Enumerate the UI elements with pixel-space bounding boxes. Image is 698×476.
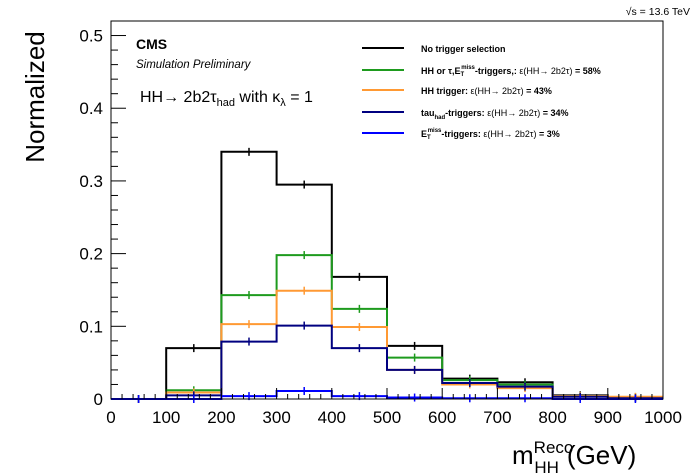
- energy-label: √s = 13.6 TeV: [626, 6, 690, 18]
- legend-text-hh-trigger: HH trigger: ε(HH→ 2b2τ) = 43%: [421, 86, 552, 96]
- x-axis-title: mReco HH (GeV): [512, 438, 636, 476]
- x-tick-label-10: 1000: [644, 408, 682, 427]
- x-tick-label-4: 400: [318, 408, 346, 427]
- y-axis-title: Normalized: [20, 31, 50, 163]
- y-tick-label-1: 0.1: [79, 317, 103, 336]
- x-tick-label-5: 500: [373, 408, 401, 427]
- x-tick-label-8: 800: [538, 408, 566, 427]
- ticks-layer: 0 100 200 300 400 500 600 700 800 900 1000 0 0.1 0.2 0…: [79, 20, 682, 427]
- legend-text-tau-had: tauhad-triggers: ε(HH→ 2b2τ) = 34%: [421, 108, 569, 121]
- x-tick-label-1: 100: [152, 408, 180, 427]
- legend: No trigger selection HH or τ,ETmiss-trig…: [362, 44, 601, 141]
- legend-text-no-trigger: No trigger selection: [421, 44, 506, 54]
- y-tick-label-2: 0.2: [79, 245, 103, 264]
- experiment-label: CMS: [136, 36, 167, 52]
- x-tick-label-0: 0: [106, 408, 115, 427]
- process-label: HH→ 2b2τhad with κλ = 1: [140, 89, 313, 109]
- y-tick-label-4: 0.4: [79, 99, 103, 118]
- y-tick-label-5: 0.5: [79, 27, 103, 46]
- x-tick-label-2: 200: [207, 408, 235, 427]
- x-tick-label-6: 600: [428, 408, 456, 427]
- x-tick-label-9: 900: [594, 408, 622, 427]
- x-tick-label-3: 300: [262, 408, 290, 427]
- series-layer: [111, 147, 663, 403]
- x-tick-label-7: 700: [483, 408, 511, 427]
- status-label: Simulation Preliminary: [136, 59, 252, 71]
- legend-text-hh-or-tau-met: HH or τ,ETmiss-triggers,: ε(HH→ 2b2τ) = …: [421, 65, 601, 78]
- legend-text-met: ETmiss-triggers: ε(HH→ 2b2τ) = 3%: [421, 128, 560, 141]
- y-tick-label-3: 0.3: [79, 172, 103, 191]
- y-tick-label-0: 0: [94, 390, 103, 409]
